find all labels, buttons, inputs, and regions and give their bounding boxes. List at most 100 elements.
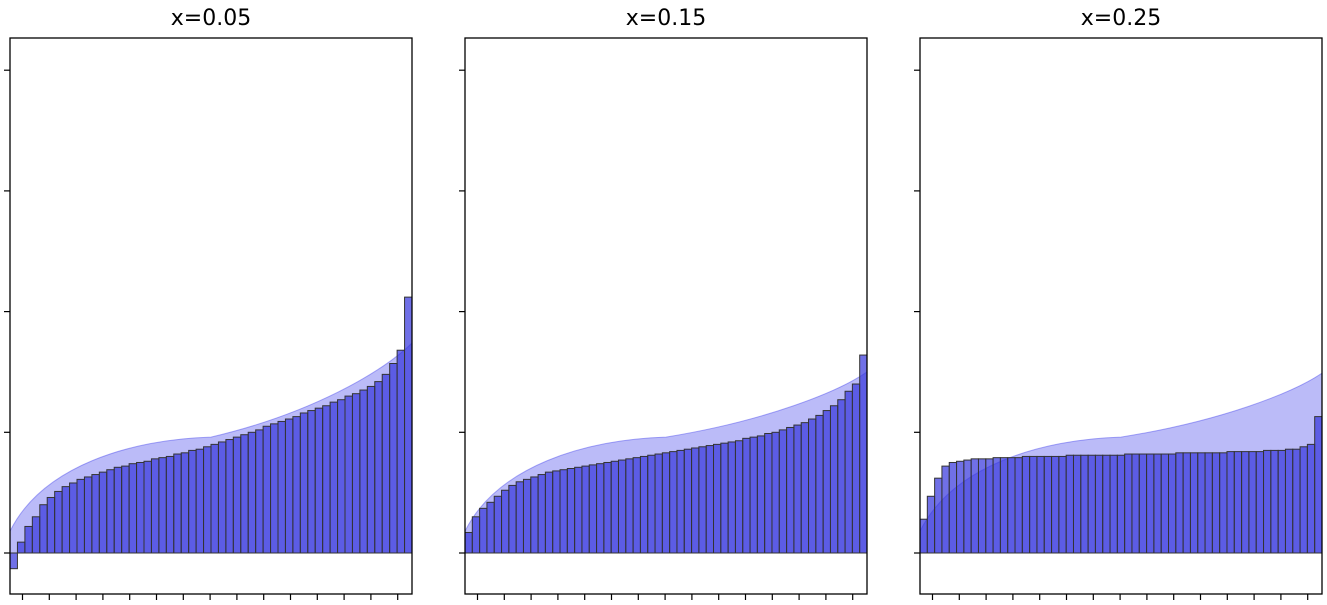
bar (493, 495, 503, 554)
bar (734, 440, 744, 554)
bar (471, 516, 481, 554)
bar (552, 470, 561, 554)
bar (588, 464, 598, 554)
bar (91, 474, 100, 554)
bar (1124, 453, 1133, 554)
bar (970, 458, 979, 554)
bar (329, 401, 339, 554)
bar (661, 452, 671, 554)
bar (322, 405, 331, 554)
bar (255, 429, 264, 554)
bar (359, 389, 368, 554)
bar (977, 458, 987, 554)
bar (1284, 448, 1294, 554)
bar (625, 458, 634, 554)
bar (46, 496, 56, 554)
bar (270, 423, 279, 554)
bar (98, 471, 108, 554)
bar (617, 459, 627, 554)
bar (713, 443, 722, 554)
bar (844, 390, 853, 554)
bar (1248, 451, 1257, 554)
bar (1087, 454, 1096, 554)
bar (247, 431, 257, 554)
bar (851, 383, 861, 554)
bar (749, 436, 758, 554)
bar (404, 296, 412, 554)
bar (217, 441, 227, 554)
bar (956, 460, 965, 554)
bar (150, 458, 160, 554)
bar (366, 385, 376, 554)
chart-panel-1: x=0.05 (4, 6, 413, 600)
bar (344, 395, 353, 554)
bar (544, 471, 554, 554)
bar (1226, 451, 1235, 554)
bar (837, 399, 846, 554)
bar (1138, 453, 1148, 554)
bar (771, 431, 780, 554)
bar (113, 466, 123, 554)
bar (1299, 446, 1308, 554)
bar (1292, 448, 1301, 554)
bar (210, 443, 219, 554)
bar (985, 458, 994, 554)
bar (389, 363, 398, 554)
bar (963, 459, 972, 554)
bar (574, 466, 583, 554)
bar (1277, 449, 1286, 554)
bar (698, 446, 707, 554)
bar (1146, 453, 1155, 554)
bar (284, 418, 294, 554)
bar (292, 416, 301, 554)
bar (596, 463, 605, 554)
bar (720, 442, 729, 554)
bar (1255, 451, 1265, 554)
bar (1211, 452, 1221, 554)
bar (143, 460, 152, 554)
bar (742, 437, 751, 554)
chart-panel-2: x=0.15 (459, 6, 868, 600)
bar (522, 478, 532, 554)
bar (1072, 454, 1082, 554)
bar (610, 460, 619, 554)
bar (808, 418, 817, 554)
chart-title: x=0.05 (171, 6, 251, 31)
bar (351, 393, 361, 554)
bar (1233, 451, 1243, 554)
bar (1043, 455, 1053, 554)
bar (654, 453, 663, 554)
bar (1131, 453, 1140, 554)
bar (603, 461, 612, 554)
bar (1153, 453, 1162, 554)
bar (337, 399, 346, 554)
bar (948, 461, 958, 554)
bar (465, 531, 473, 554)
bar (676, 449, 685, 554)
bar (1168, 453, 1177, 554)
bar (31, 516, 41, 554)
bar (188, 449, 197, 554)
bar (537, 474, 546, 554)
bar (61, 486, 71, 554)
bar (83, 476, 93, 554)
bar (1102, 454, 1111, 554)
bar (225, 439, 234, 554)
bar (566, 468, 576, 554)
bar (136, 461, 145, 554)
bar (1241, 451, 1250, 554)
bar (1094, 454, 1104, 554)
bar (158, 457, 167, 554)
bar (165, 455, 175, 554)
bar (926, 495, 936, 554)
bar (934, 477, 943, 554)
bar (778, 429, 788, 554)
bar (203, 446, 212, 554)
bar (486, 501, 495, 554)
chart-title: x=0.15 (626, 6, 706, 31)
bar (180, 452, 190, 554)
bar (1160, 453, 1170, 554)
bar (1197, 452, 1206, 554)
bar (121, 465, 130, 554)
